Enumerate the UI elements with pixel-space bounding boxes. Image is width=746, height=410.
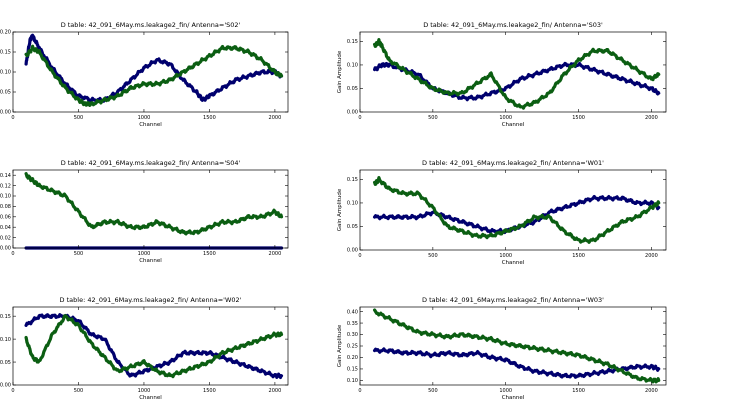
- x-tick-label: 1000: [138, 388, 151, 394]
- y-tick-label: 0.00: [0, 110, 11, 116]
- x-axis-label: Channel: [502, 260, 525, 266]
- y-tick-label: 0.20: [347, 355, 358, 361]
- y-tick-label: 0.15: [0, 50, 11, 56]
- series-line-green: [24, 44, 284, 108]
- chart-title: D table: 42_091_6May.ms.leakage2_fin/ An…: [61, 159, 241, 167]
- y-tick-label: 0.15: [0, 314, 11, 320]
- x-tick-label: 1500: [572, 388, 585, 394]
- y-tick-label: 0.00: [347, 110, 358, 116]
- plot-frame: [359, 169, 667, 251]
- series-line-green: [373, 37, 661, 110]
- chart-title: D table: 42_091_6May.ms.leakage2_fin/ An…: [61, 21, 241, 29]
- x-tick-label: 2000: [645, 388, 658, 394]
- x-tick-label: 2000: [645, 115, 658, 121]
- series-line-green: [24, 314, 284, 379]
- x-tick-label: 0: [358, 253, 361, 259]
- x-tick-label: 1000: [499, 388, 512, 394]
- plot-frame: [12, 306, 289, 386]
- y-tick-label: 0.25: [347, 344, 358, 350]
- x-tick-label: 500: [428, 253, 438, 259]
- y-tick-label: 0.08: [0, 204, 11, 210]
- y-tick-label: 0.12: [0, 183, 11, 189]
- x-tick-label: 0: [11, 115, 14, 121]
- y-tick-label: 0.15: [347, 367, 358, 373]
- y-tick-label: 0.05: [347, 224, 358, 230]
- series-line-blue: [373, 61, 661, 102]
- y-tick-label: 0.05: [0, 90, 11, 96]
- y-tick-label: 0.04: [0, 225, 11, 231]
- series-line-blue: [24, 33, 284, 104]
- y-tick-label: 0.06: [0, 215, 11, 221]
- y-tick-label: 0.30: [347, 332, 358, 338]
- x-tick-label: 500: [74, 115, 84, 121]
- chart-title: D table: 42_091_6May.ms.leakage2_fin/ An…: [422, 296, 604, 304]
- chart-panel-6: D table: 42_091_6May.ms.leakage2_fin/ An…: [337, 296, 667, 401]
- y-tick-label: 0.10: [0, 337, 11, 343]
- x-tick-label: 0: [358, 388, 361, 394]
- y-tick-label: 0.05: [347, 86, 358, 92]
- y-tick-label: 0.20: [0, 30, 11, 36]
- y-tick-label: 0.10: [0, 70, 11, 76]
- y-tick-label: 0.00: [347, 248, 358, 254]
- y-tick-label: 0.10: [0, 194, 11, 200]
- chart-panel-4: D table: 42_091_6May.ms.leakage2_fin/ An…: [337, 159, 667, 266]
- y-tick-label: 0.02: [0, 235, 11, 241]
- plot-frame: [12, 169, 289, 249]
- series-line-green: [373, 176, 661, 244]
- chart-panel-1: D table: 42_091_6May.ms.leakage2_fin/ An…: [0, 21, 289, 128]
- x-tick-label: 2000: [269, 388, 282, 394]
- x-tick-label: 0: [11, 388, 14, 394]
- y-tick-label: 0.05: [0, 360, 11, 366]
- y-tick-label: 0.00: [0, 246, 11, 252]
- x-tick-label: 1500: [572, 115, 585, 121]
- x-axis-label: Channel: [139, 258, 162, 264]
- chart-panel-2: D table: 42_091_6May.ms.leakage2_fin/ An…: [337, 21, 667, 128]
- y-tick-label: 0.14: [0, 173, 11, 179]
- chart-title: D table: 42_091_6May.ms.leakage2_fin/ An…: [422, 159, 604, 167]
- x-tick-label: 2000: [645, 253, 658, 259]
- x-tick-label: 1000: [499, 115, 512, 121]
- y-tick-label: 0.15: [347, 177, 358, 183]
- y-tick-label: 0.00: [0, 383, 11, 389]
- x-axis-label: Channel: [139, 122, 162, 128]
- x-axis-label: Channel: [139, 395, 162, 401]
- x-tick-label: 2000: [269, 115, 282, 121]
- y-tick-label: 0.15: [347, 39, 358, 45]
- x-tick-label: 1500: [203, 251, 216, 257]
- x-tick-label: 500: [428, 388, 438, 394]
- x-tick-label: 0: [11, 251, 14, 257]
- x-tick-label: 1500: [203, 115, 216, 121]
- series-line-green: [373, 308, 661, 384]
- x-tick-label: 2000: [269, 251, 282, 257]
- y-tick-label: 0.40: [347, 309, 358, 315]
- x-tick-label: 1000: [138, 251, 151, 257]
- chart-title: D table: 42_091_6May.ms.leakage2_fin/ An…: [423, 21, 603, 29]
- y-tick-label: 0.10: [347, 63, 358, 69]
- series-line-green: [24, 172, 284, 236]
- chart-panel-3: D table: 42_091_6May.ms.leakage2_fin/ An…: [0, 159, 289, 264]
- series-line-blue: [373, 347, 661, 379]
- y-axis-label: Gain Amplitude: [337, 324, 343, 367]
- x-tick-label: 500: [428, 115, 438, 121]
- y-tick-label: 0.10: [347, 378, 358, 384]
- x-tick-label: 1000: [499, 253, 512, 259]
- x-tick-label: 500: [74, 388, 84, 394]
- chart-panel-5: D table: 42_091_6May.ms.leakage2_fin/ An…: [0, 296, 289, 401]
- chart-title: D table: 42_091_6May.ms.leakage2_fin/ An…: [60, 296, 242, 304]
- y-axis-label: Gain Amplitude: [337, 188, 343, 231]
- x-tick-label: 0: [358, 115, 361, 121]
- x-tick-label: 500: [74, 251, 84, 257]
- y-tick-label: 0.10: [347, 201, 358, 207]
- plot-frame: [359, 31, 667, 113]
- x-tick-label: 1500: [572, 253, 585, 259]
- y-axis-label: Gain Amplitude: [337, 50, 343, 93]
- x-axis-label: Channel: [502, 122, 525, 128]
- x-tick-label: 1000: [138, 115, 151, 121]
- x-axis-label: Channel: [502, 395, 525, 401]
- x-tick-label: 1500: [203, 388, 216, 394]
- y-tick-label: 0.35: [347, 321, 358, 327]
